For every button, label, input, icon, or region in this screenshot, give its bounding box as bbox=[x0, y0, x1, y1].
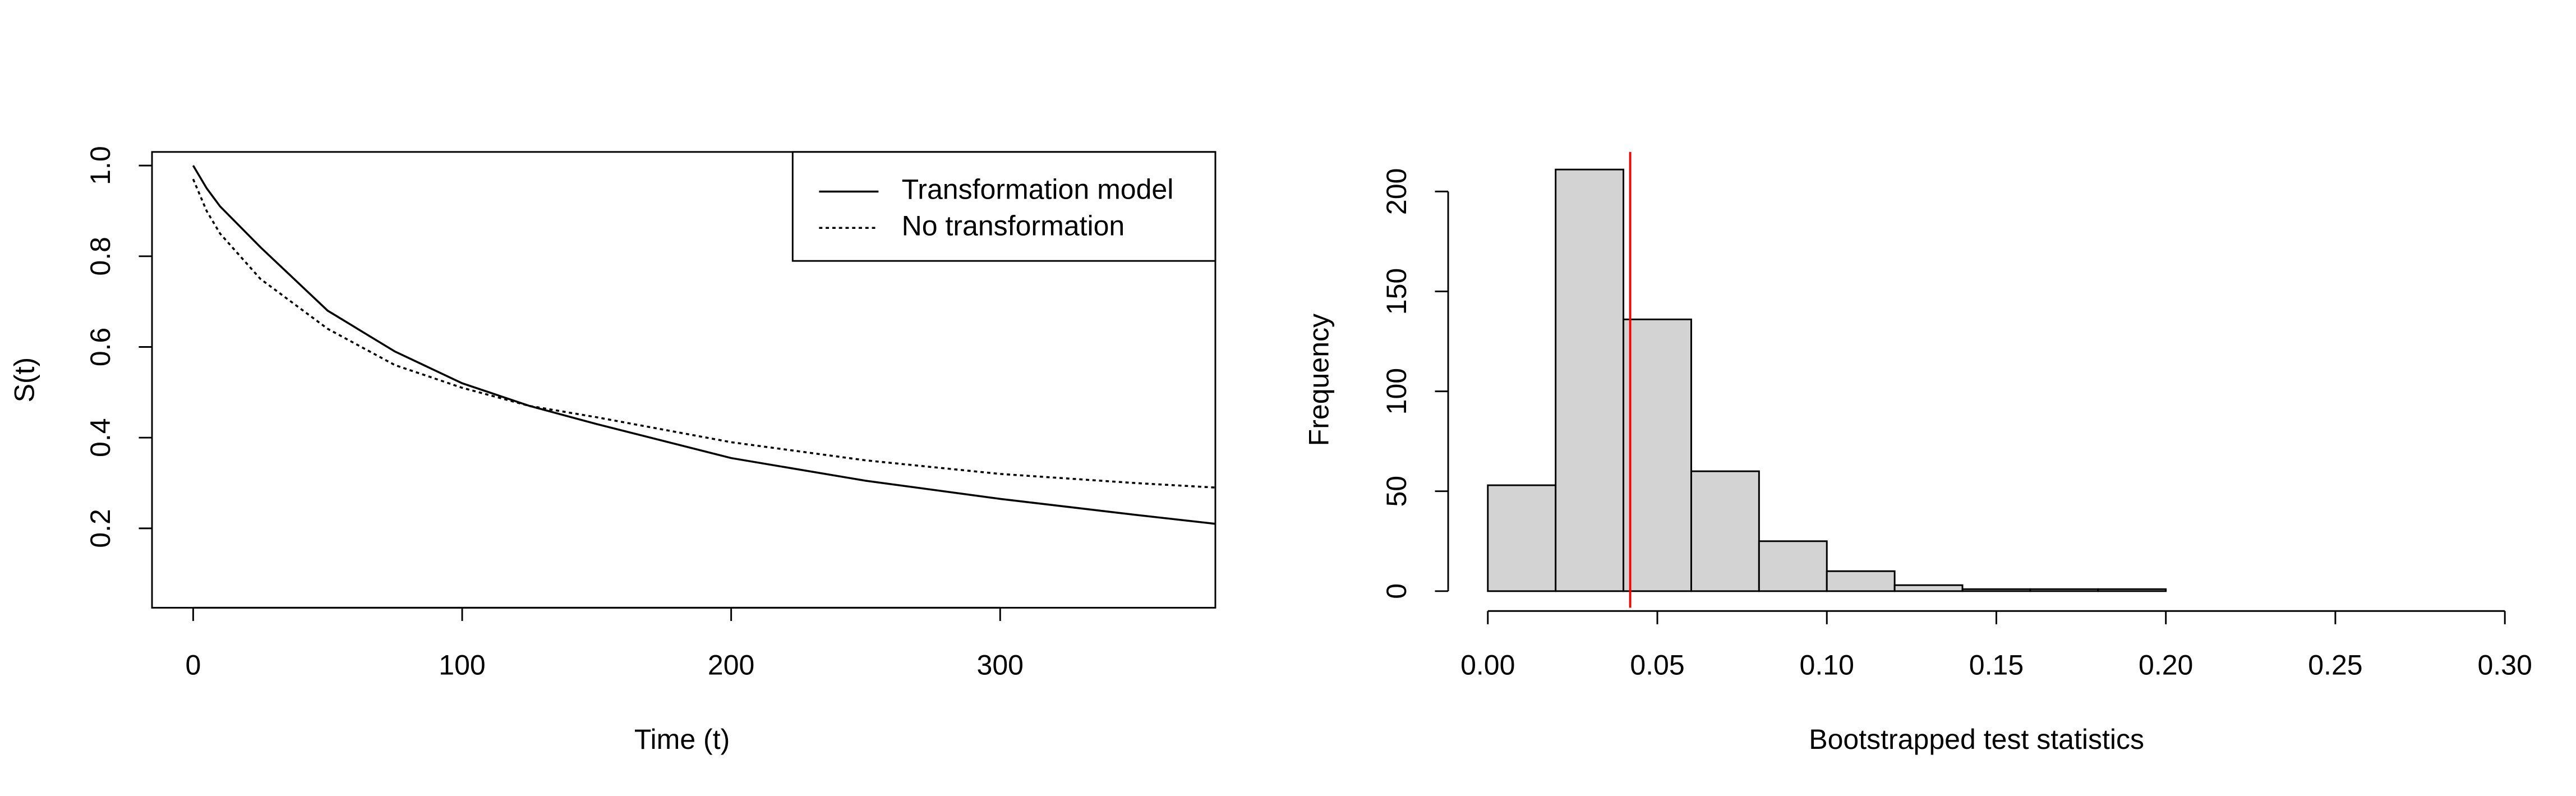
bar bbox=[2029, 588, 2099, 592]
bar bbox=[1555, 168, 1625, 592]
x-tick-label: 0 bbox=[186, 650, 201, 681]
y-tick-label: 50 bbox=[1381, 476, 1412, 507]
y-tick-label: 0.2 bbox=[85, 509, 116, 548]
x-tick-label: 0.30 bbox=[2477, 650, 2532, 681]
legend-label: No transformation bbox=[902, 210, 1125, 241]
bar bbox=[2097, 588, 2167, 592]
bar bbox=[1893, 584, 1964, 592]
y-tick-label: 150 bbox=[1381, 268, 1412, 315]
x-axis-label: Time (t) bbox=[634, 724, 730, 755]
y-tick-label: 0 bbox=[1381, 583, 1412, 599]
y-tick-label: 0.4 bbox=[85, 418, 116, 457]
bar bbox=[1690, 470, 1760, 592]
x-tick-label: 0.00 bbox=[1460, 650, 1515, 681]
y-axis-label: S(t) bbox=[9, 357, 40, 403]
x-tick-label: 300 bbox=[977, 650, 1024, 681]
bar bbox=[1623, 318, 1692, 592]
bar bbox=[1961, 588, 2031, 592]
y-tick-label: 100 bbox=[1381, 368, 1412, 415]
bar bbox=[1826, 570, 1896, 592]
x-tick-label: 0.20 bbox=[2139, 650, 2193, 681]
bar bbox=[1758, 540, 1828, 592]
x-tick-label: 200 bbox=[708, 650, 754, 681]
x-tick-label: 100 bbox=[439, 650, 485, 681]
x-axis-label: Bootstrapped test statistics bbox=[1809, 724, 2144, 755]
y-tick-label: 200 bbox=[1381, 168, 1412, 215]
y-tick-label: 0.8 bbox=[85, 237, 116, 276]
line bbox=[192, 165, 1216, 525]
y-tick-label: 1.0 bbox=[85, 146, 116, 185]
x-tick-label: 0.25 bbox=[2308, 650, 2362, 681]
legend-box bbox=[791, 151, 1216, 262]
x-tick-label: 0.05 bbox=[1630, 650, 1684, 681]
x-tick-label: 0.15 bbox=[1969, 650, 2024, 681]
legend-label: Transformation model bbox=[902, 174, 1174, 205]
y-tick-label: 0.6 bbox=[85, 328, 116, 367]
y-axis-label: Frequency bbox=[1303, 314, 1335, 446]
x-tick-label: 0.10 bbox=[1800, 650, 1854, 681]
bar bbox=[1487, 484, 1557, 592]
